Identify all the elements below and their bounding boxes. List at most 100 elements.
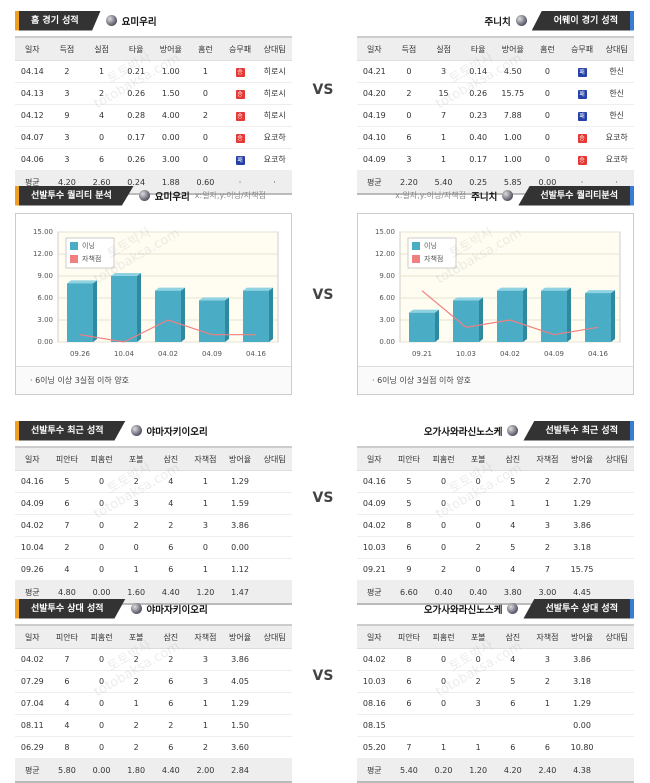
cell: 2: [153, 648, 189, 671]
cell: 0: [426, 536, 461, 559]
cell: 4: [153, 470, 189, 493]
column-header: 포볼: [460, 447, 496, 471]
cell: 0.60: [188, 170, 223, 195]
data-row: 04.09 6 0 3 4 1 1.59: [15, 492, 292, 515]
average-row: 평균 5.40 0.20 1.20 4.20 2.40 4.38: [357, 758, 634, 783]
cell: 04.12: [15, 104, 50, 127]
cell: 4: [49, 558, 85, 581]
column-header: 방어율: [222, 625, 258, 649]
cell: 3: [49, 126, 85, 149]
column-header: 피안타: [49, 625, 85, 649]
cell: 패: [564, 60, 600, 83]
cell: 0: [426, 492, 461, 515]
data-row: 09.21 9 2 0 4 7 15.75: [357, 558, 634, 581]
data-row: 04.13 3 2 0.26 1.50 0 승 히로시: [15, 82, 292, 105]
cell: 0.40: [426, 580, 461, 605]
cell: 1: [188, 692, 223, 715]
cell: 6: [153, 736, 189, 759]
cell: 04.19: [357, 104, 392, 127]
stats-table: 일자 피안타 피홈런 포볼 삼진 자책점 방어율 상대팀 04.02 8 0 0 4 3 3.86 10.03…: [357, 624, 634, 783]
cell: 1.00: [495, 148, 531, 171]
column-header: 방어율: [495, 37, 531, 61]
cell: 1.50: [222, 714, 258, 737]
bar-side: [567, 287, 571, 342]
stats-table: 일자 득점 실점 타율 방어율 홈런 승무패 상대팀 04.21 0 3 0.14 4.50 0 패 한신 04…: [357, 36, 634, 195]
bar-top: [243, 287, 273, 291]
cell: [599, 714, 634, 737]
cell: 0.00: [564, 714, 600, 737]
average-row: 평균 6.60 0.40 0.40 3.80 3.00 4.45: [357, 580, 634, 605]
cell: 0: [426, 670, 461, 693]
result-badge: 승: [577, 133, 587, 143]
cell: 04.16: [15, 470, 50, 493]
cell: 한신: [599, 104, 634, 127]
cell: 3.18: [564, 536, 600, 559]
result-badge: 승: [577, 155, 587, 165]
cell: 2: [530, 470, 565, 493]
x-tick-label: 04.02: [500, 350, 520, 358]
cell: 08.15: [357, 714, 392, 737]
cell: 10.03: [357, 670, 392, 693]
cell: 1: [530, 492, 565, 515]
cell: 4: [49, 692, 85, 715]
column-header: 피홈런: [84, 447, 119, 471]
x-tick-label: 04.16: [588, 350, 609, 358]
cell: 3: [188, 514, 223, 537]
cell: 2: [153, 714, 189, 737]
y-tick-label: 0.00: [37, 338, 53, 346]
table-panel: 선발투수 최근 성적 오가사와라신노스케 일자 피안타 피홈런 포볼 삼진 자책점 방어율 상대팀…: [357, 420, 634, 605]
cell: 08.11: [15, 714, 50, 737]
cell: 0.25: [460, 170, 496, 195]
team-name: 주니치: [471, 191, 498, 203]
cell: 04.09: [15, 492, 50, 515]
column-header: 상대팀: [257, 625, 292, 649]
cell: 4.80: [49, 580, 85, 605]
cell: 0: [84, 558, 119, 581]
cell: 0: [84, 126, 119, 149]
legend-label: 자책점: [424, 254, 443, 263]
chart: 0.00 3.00 6.00 9.00 12.00 15.00 09.21 10.03 04.0…: [375, 228, 621, 358]
cell: 4: [49, 714, 85, 737]
column-header: 상대팀: [599, 625, 634, 649]
chart-subtitle: x:일자,y:이닝/자책점: [194, 191, 266, 200]
bar: [111, 276, 137, 342]
data-row: 05.20 7 1 1 6 6 10.80: [357, 736, 634, 759]
data-row: 04.16 5 0 2 4 1 1.29: [15, 470, 292, 493]
cell: 2: [188, 104, 223, 127]
column-header: 일자: [15, 625, 50, 649]
vs-label: VS: [312, 82, 334, 98]
cell: 0.00: [153, 126, 189, 149]
cell: 2: [118, 514, 154, 537]
cell: 평균: [357, 580, 392, 605]
stats-table: 일자 득점 실점 타율 방어율 홈런 승무패 상대팀 04.14 2 1 0.21 1.00 1 승 히로시 0…: [15, 36, 292, 195]
header-row: 일자 피안타 피홈런 포볼 삼진 자책점 방어율 상대팀: [357, 447, 634, 471]
cell: 3: [49, 82, 85, 105]
column-header: 일자: [357, 447, 392, 471]
cell: 1.00: [495, 126, 531, 149]
header-tab: 어웨이 경기 성적: [531, 10, 634, 31]
cell: 6.60: [391, 580, 427, 605]
cell: 1.00: [153, 60, 189, 83]
cell: 6: [530, 736, 565, 759]
cell: 요코하: [599, 148, 634, 171]
cell: 6: [153, 692, 189, 715]
team-name: 주니치: [484, 16, 511, 28]
cell: 0.17: [460, 148, 496, 171]
line: [79, 319, 256, 343]
cell: 0: [188, 126, 223, 149]
bar: [585, 293, 611, 342]
bar-top: [585, 290, 615, 294]
result-badge: 승: [235, 111, 245, 121]
bar: [453, 300, 479, 342]
cell: 7: [530, 558, 565, 581]
cell: 2: [118, 470, 154, 493]
cell: 5: [495, 470, 531, 493]
panel-header: 선발투수 퀄리티 분석 요미우리 x:일자,y:이닝/자책점: [15, 185, 292, 206]
cell: 05.20: [357, 736, 392, 759]
x-tick-label: 09.26: [70, 350, 91, 358]
cell: 평균: [357, 758, 392, 783]
cell: [257, 648, 292, 671]
cell: 0: [391, 60, 427, 83]
cell: 6: [153, 670, 189, 693]
y-tick-label: 9.00: [37, 272, 53, 280]
